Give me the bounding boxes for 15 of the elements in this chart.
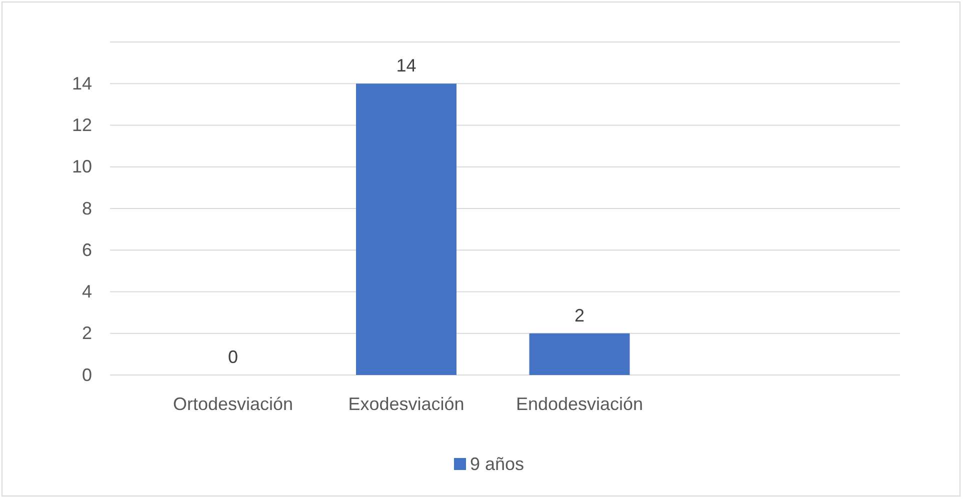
- y-tick-label: 4: [82, 282, 92, 302]
- y-tick-label: 0: [82, 364, 92, 385]
- data-label: 2: [574, 305, 585, 326]
- y-tick-label: 8: [82, 198, 92, 218]
- y-tick-label: 10: [72, 156, 92, 177]
- legend-label: 9 años: [470, 454, 524, 474]
- x-tick-label: Exodesviación: [348, 394, 464, 414]
- data-label: 14: [396, 56, 416, 76]
- y-tick-label: 2: [82, 323, 92, 344]
- x-tick-label: Endodesviación: [516, 394, 644, 414]
- y-tick-label: 14: [72, 73, 92, 94]
- y-tick-label: 6: [82, 240, 92, 260]
- data-label: 0: [228, 347, 238, 367]
- x-tick-label: Ortodesviación: [172, 394, 294, 414]
- y-tick-label: 12: [72, 115, 92, 136]
